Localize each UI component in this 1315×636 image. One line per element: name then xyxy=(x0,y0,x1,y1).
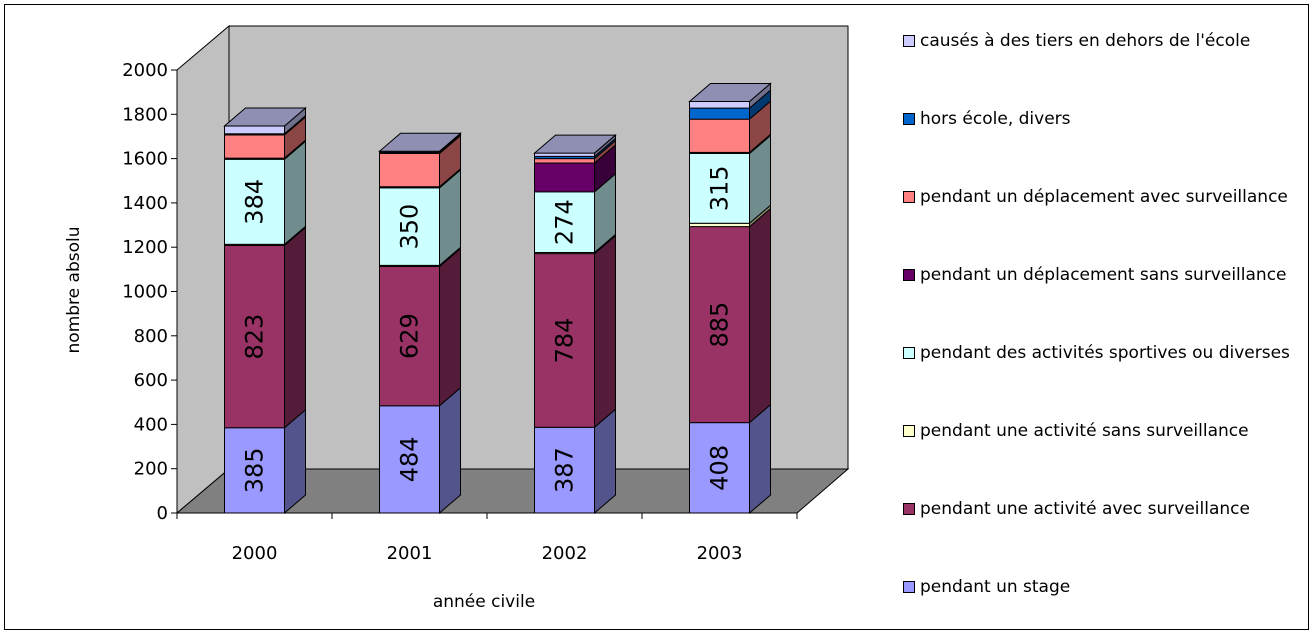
legend-label: causés à des tiers en dehors de l'école xyxy=(920,31,1251,51)
legend-swatch xyxy=(903,425,915,437)
chart-axes: 0 200 400 600 800 1000 1200 1400 1600 1800 2000 200… xyxy=(122,60,798,564)
y-axis-title: nombre absolu xyxy=(64,227,84,354)
bar-side xyxy=(439,386,461,515)
x-tick-label: 2003 xyxy=(697,543,743,564)
bar-segment xyxy=(534,191,595,254)
x-axis-title: année civile xyxy=(433,592,535,612)
chart-plot: 385 823 384 484 629 350 387 784 274 408 885 315 0 20… xyxy=(64,24,850,612)
legend-swatch xyxy=(903,113,915,125)
data-label: 408 xyxy=(706,445,734,491)
y-tick-label: 600 xyxy=(134,370,168,391)
data-label: 484 xyxy=(396,436,424,482)
legend-swatch xyxy=(903,503,915,515)
y-tick-label: 1800 xyxy=(122,104,168,125)
data-label: 885 xyxy=(706,302,734,348)
data-label: 823 xyxy=(241,314,269,360)
legend-swatch xyxy=(903,269,915,281)
x-tick-label: 2000 xyxy=(232,543,278,564)
y-tick-label: 1600 xyxy=(122,149,168,170)
bar-stack: 387 784 274 xyxy=(533,133,617,515)
bar-segment xyxy=(379,405,440,514)
data-label: 315 xyxy=(706,165,734,211)
legend-label: pendant une activité avec surveillance xyxy=(920,499,1250,519)
legend-label: pendant un déplacement sans surveillance xyxy=(920,265,1287,285)
bar-stack: 408 885 315 xyxy=(688,82,772,515)
legend-swatch xyxy=(903,35,915,47)
bar-segment xyxy=(224,134,285,159)
bar-side xyxy=(284,226,306,429)
data-label: 629 xyxy=(396,313,424,359)
x-tick-label: 2001 xyxy=(387,543,433,564)
data-label: 274 xyxy=(551,199,579,245)
chart-frame: 385 823 384 484 629 350 387 784 274 408 885 315 0 20… xyxy=(4,4,1309,630)
legend-label: pendant une activité sans surveillance xyxy=(920,421,1249,441)
data-label: 350 xyxy=(396,204,424,250)
bar-top xyxy=(378,132,462,152)
y-tick-label: 1000 xyxy=(122,282,168,303)
bar-segment xyxy=(379,265,440,407)
bar-segment xyxy=(379,187,440,266)
data-label: 387 xyxy=(551,447,579,493)
bar-stacks: 385 823 384 484 629 350 387 784 274 408 885 315 xyxy=(223,82,772,515)
bar-side xyxy=(749,403,771,515)
bar-segment xyxy=(689,422,750,514)
y-tick-label: 0 xyxy=(157,503,168,524)
bar-segment xyxy=(224,427,285,514)
bar-segment xyxy=(224,125,285,135)
legend-label: pendant un déplacement avec surveillance xyxy=(920,187,1288,207)
bar-segment xyxy=(534,162,595,193)
y-tick-label: 400 xyxy=(134,414,168,435)
bar-side xyxy=(439,247,461,407)
legend-swatch xyxy=(903,191,915,203)
legend-label: pendant des activités sportives ou diver… xyxy=(920,343,1290,363)
y-tick-label: 1400 xyxy=(122,193,168,214)
data-label: 384 xyxy=(241,179,269,225)
bar-top xyxy=(223,107,307,127)
data-label: 784 xyxy=(551,318,579,364)
bar-side xyxy=(594,234,616,429)
bar-segment xyxy=(224,158,285,245)
legend-label: hors école, divers xyxy=(920,109,1071,129)
bar-top xyxy=(688,82,772,102)
legend-swatch xyxy=(903,347,915,359)
y-tick-label: 1200 xyxy=(122,237,168,258)
bar-stack: 484 629 350 xyxy=(378,132,462,515)
bar-top xyxy=(533,134,617,154)
bar-segment xyxy=(689,118,750,153)
bar-segment xyxy=(379,153,440,188)
legend-swatch xyxy=(903,581,915,593)
side-wall xyxy=(176,24,230,515)
bar-segment xyxy=(534,158,595,164)
bar-segment xyxy=(689,107,750,120)
bar-side xyxy=(749,207,771,424)
bar-segment xyxy=(689,100,750,109)
y-tick-label: 800 xyxy=(134,326,168,347)
bar-segment xyxy=(534,253,595,428)
legend-label: pendant un stage xyxy=(920,577,1071,597)
data-label: 385 xyxy=(241,447,269,493)
bar-stack: 385 823 384 xyxy=(223,106,307,515)
y-tick-label: 200 xyxy=(134,459,168,480)
x-tick-label: 2002 xyxy=(542,543,588,564)
y-tick-label: 2000 xyxy=(122,60,168,81)
